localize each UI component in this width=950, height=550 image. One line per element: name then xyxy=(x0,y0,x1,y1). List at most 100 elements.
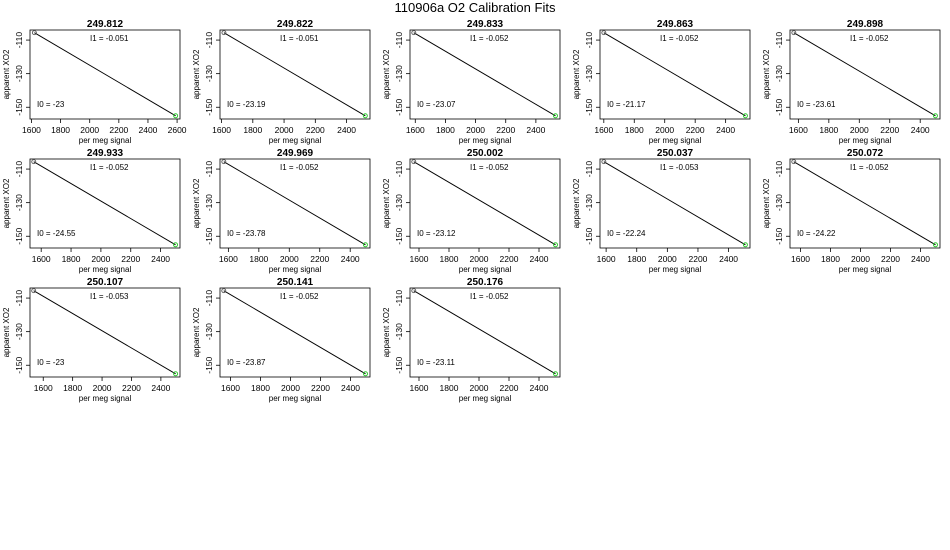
y-tick-label: -150 xyxy=(774,227,784,244)
y-tick-label: -110 xyxy=(14,32,24,49)
y-tick-label: -150 xyxy=(774,98,784,115)
y-tick-label: -130 xyxy=(14,323,24,340)
x-tick-label: 2400 xyxy=(530,254,549,264)
x-tick-label: 1800 xyxy=(819,125,838,135)
panel-249-969: 249.969 1600 1800 2000 2200 2400 -110 -130 -150 p… xyxy=(192,148,371,274)
x-tick-label: 2400 xyxy=(716,125,735,135)
x-tick-label: 2200 xyxy=(500,383,519,393)
intercept-annotation: I0 = -23 xyxy=(37,100,65,109)
y-tick-label: -110 xyxy=(14,161,24,178)
data-point-start xyxy=(31,30,37,36)
fit-line xyxy=(603,32,746,117)
y-axis-label: apparent XO2 xyxy=(572,49,581,99)
panel-249-812: 249.812 1600 1800 2000 2200 2400 2600 -110 -130 -… xyxy=(2,19,187,145)
plot-frame xyxy=(219,287,371,378)
data-point-start xyxy=(601,30,607,36)
y-tick-label: -150 xyxy=(394,98,404,115)
x-tick-label: 1600 xyxy=(406,125,425,135)
panel-249-933: 249.933 1600 1800 2000 2200 2400 -110 -130 -150 p… xyxy=(2,148,181,274)
y-tick-label: -130 xyxy=(204,194,214,211)
x-tick-label: 2000 xyxy=(851,254,870,264)
y-tick-label: -130 xyxy=(204,65,214,82)
intercept-annotation: I0 = -23.87 xyxy=(227,358,266,367)
slope-annotation: I1 = -0.052 xyxy=(280,163,319,172)
data-point-end xyxy=(553,371,558,377)
x-tick-label: 2200 xyxy=(688,254,707,264)
y-tick-label: -150 xyxy=(14,227,24,244)
panel-250-176: 250.176 1600 1800 2000 2200 2400 -110 -130 -150 p… xyxy=(382,277,561,403)
plot-frame xyxy=(599,29,751,120)
fit-line xyxy=(793,32,936,117)
y-axis-label: apparent XO2 xyxy=(192,307,201,357)
x-tick-label: 2400 xyxy=(530,383,549,393)
panel-title: 249.898 xyxy=(847,19,884,30)
x-tick-label: 1600 xyxy=(34,383,53,393)
y-tick-label: -150 xyxy=(584,227,594,244)
figure-title: 110906a O2 Calibration Fits xyxy=(394,0,556,15)
y-tick-label: -110 xyxy=(204,161,214,178)
y-tick-label: -150 xyxy=(14,356,24,373)
x-tick-label: 2000 xyxy=(91,254,110,264)
slope-annotation: I1 = -0.052 xyxy=(470,34,509,43)
fit-line xyxy=(413,290,556,375)
y-tick-label: -110 xyxy=(584,161,594,178)
fit-line xyxy=(223,161,366,246)
x-tick-label: 2000 xyxy=(93,383,112,393)
x-tick-label: 1800 xyxy=(51,125,70,135)
x-tick-label: 2200 xyxy=(311,383,330,393)
y-axis-label: apparent XO2 xyxy=(382,178,391,228)
y-axis-label: apparent XO2 xyxy=(572,178,581,228)
plot-frame xyxy=(599,158,751,249)
slope-annotation: I1 = -0.053 xyxy=(90,292,129,301)
data-point-start xyxy=(601,159,607,165)
y-tick-label: -150 xyxy=(394,356,404,373)
x-tick-label: 2000 xyxy=(850,125,869,135)
data-point-end xyxy=(932,113,938,119)
data-point-end xyxy=(173,371,179,377)
x-axis-label: per meg signal xyxy=(839,265,892,274)
x-axis-label: per meg signal xyxy=(839,136,892,145)
x-tick-label: 2200 xyxy=(121,254,140,264)
x-tick-label: 1800 xyxy=(251,383,270,393)
x-tick-label: 2000 xyxy=(281,383,300,393)
x-tick-label: 2200 xyxy=(122,383,141,393)
x-tick-label: 1600 xyxy=(221,383,240,393)
x-tick-label: 1600 xyxy=(32,254,51,264)
x-tick-label: 1600 xyxy=(791,254,810,264)
x-axis-label: per meg signal xyxy=(79,265,132,274)
y-tick-label: -110 xyxy=(394,290,404,307)
x-tick-label: 1600 xyxy=(219,254,238,264)
x-tick-label: 1800 xyxy=(62,254,81,264)
x-tick-label: 2000 xyxy=(466,125,485,135)
data-point-start xyxy=(411,288,417,294)
panel-title: 249.969 xyxy=(277,148,314,159)
slope-annotation: I1 = -0.052 xyxy=(660,34,699,43)
y-tick-label: -110 xyxy=(774,161,784,178)
y-tick-label: -130 xyxy=(584,194,594,211)
plot-frame xyxy=(789,29,941,120)
y-tick-label: -110 xyxy=(204,32,214,49)
data-point-end xyxy=(363,371,368,377)
intercept-annotation: I0 = -23.19 xyxy=(227,100,266,109)
x-tick-label: 1800 xyxy=(627,254,646,264)
y-tick-label: -130 xyxy=(584,65,594,82)
data-point-end xyxy=(933,242,938,248)
y-axis-label: apparent XO2 xyxy=(2,49,11,99)
y-tick-label: -130 xyxy=(774,194,784,211)
x-tick-label: 2400 xyxy=(911,254,930,264)
plot-frame xyxy=(29,158,181,249)
x-tick-label: 2200 xyxy=(880,125,899,135)
panel-249-898: 249.898 1600 1800 2000 2200 2400 -110 -130 -150 p… xyxy=(762,19,941,145)
y-tick-label: -150 xyxy=(14,98,24,115)
y-tick-label: -110 xyxy=(14,290,24,307)
x-tick-label: 2400 xyxy=(911,125,930,135)
y-tick-label: -150 xyxy=(204,356,214,373)
y-tick-label: -130 xyxy=(774,65,784,82)
x-tick-label: 2000 xyxy=(275,125,294,135)
slope-annotation: I1 = -0.052 xyxy=(470,163,509,172)
plot-frame xyxy=(409,158,561,249)
data-point-start xyxy=(31,159,37,165)
y-tick-label: -130 xyxy=(14,194,24,211)
slope-annotation: I1 = -0.052 xyxy=(850,34,889,43)
x-tick-label: 1800 xyxy=(440,254,459,264)
